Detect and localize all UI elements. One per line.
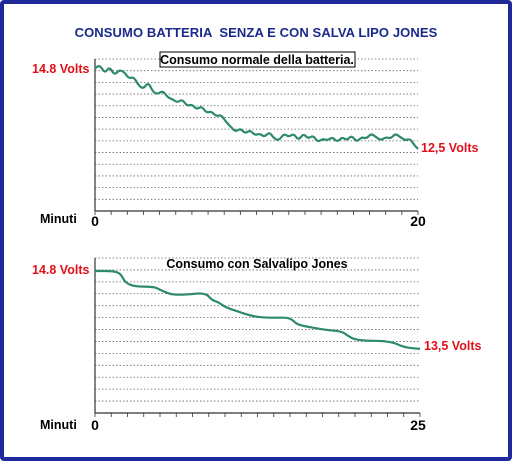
chart-2-x-tick-start: 0: [91, 417, 99, 433]
chart-2-start-label: 14.8 Volts: [32, 263, 89, 277]
chart-2: Consumo con Salvalipo Jones 14.8 Volts 1…: [32, 257, 481, 433]
chart-1-gridlines: [95, 58, 418, 200]
chart-2-x-tick-end: 25: [410, 417, 426, 433]
chart-2-series-line: [94, 269, 421, 350]
chart-1-tick-marks: [94, 211, 419, 215]
chart-2-tick-marks: [94, 413, 421, 417]
chart-1-x-tick-end: 20: [410, 213, 426, 229]
chart-1-title: Consumo normale della batteria.: [160, 53, 354, 67]
chart-1-start-label: 14.8 Volts: [32, 62, 89, 76]
chart-1-end-label: 12,5 Volts: [421, 141, 478, 155]
chart-2-gridlines: [95, 257, 420, 402]
chart-2-end-label: 13,5 Volts: [424, 339, 481, 353]
chart-1-x-tick-start: 0: [91, 213, 99, 229]
chart-2-x-axis-label: Minuti: [40, 418, 77, 432]
page-title: CONSUMO BATTERIA SENZA E CON SALVA LIPO …: [74, 25, 438, 40]
chart-1-x-axis-label: Minuti: [40, 212, 77, 226]
chart-1-title-box: [159, 51, 356, 68]
chart-1-series-line: [94, 64, 419, 150]
chart-2-title: Consumo con Salvalipo Jones: [166, 257, 347, 271]
chart-1: Consumo normale della batteria. 14.8 Vol…: [32, 51, 478, 229]
